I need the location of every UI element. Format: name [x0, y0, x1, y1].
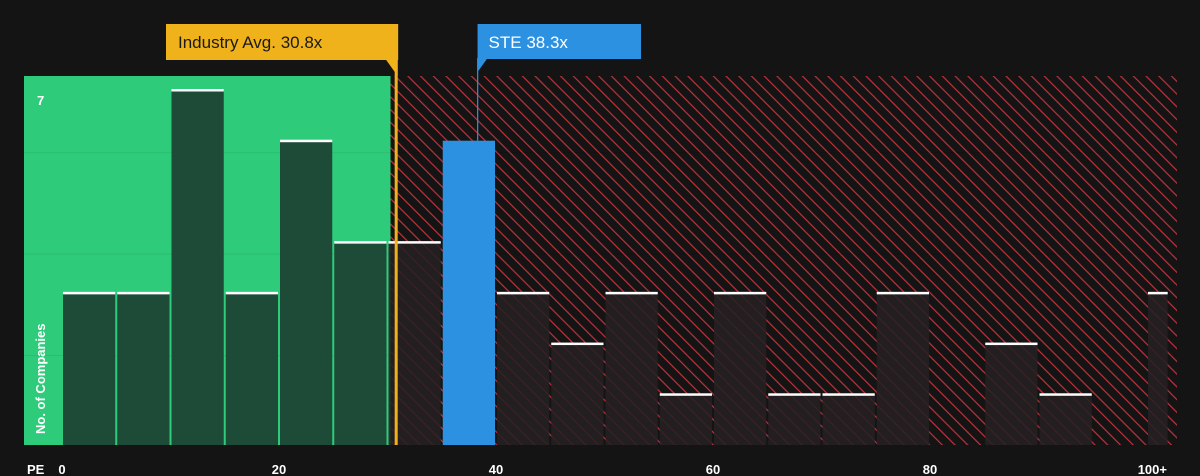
bar-cap-25-30	[334, 241, 387, 244]
bar-cap-75-80	[876, 291, 929, 295]
bar-90-95	[1039, 394, 1092, 445]
bar-65-70	[768, 394, 821, 445]
x-tick-40: 40	[489, 462, 503, 476]
bar-20-25	[280, 140, 333, 445]
x-tick-80: 80	[923, 462, 937, 476]
y-tick-7: 7	[37, 93, 44, 108]
bar-cap-55-60	[659, 393, 712, 396]
industry-avg-label: Industry Avg. 30.8x	[178, 33, 323, 52]
bar-50-55	[605, 292, 658, 445]
bar-0-5	[63, 292, 116, 445]
bar-45-50	[551, 343, 604, 445]
x-tick-60: 60	[706, 462, 720, 476]
x-axis-title: PE	[27, 462, 45, 476]
y-axis-title: No. of Companies	[33, 323, 48, 434]
company-callout-pointer	[477, 58, 488, 72]
bar-cap-30-35	[388, 241, 441, 244]
bar-cap-0-5	[63, 291, 116, 295]
bar-cap-70-75	[822, 393, 875, 396]
x-tick-100+: 100+	[1138, 462, 1168, 476]
bar-cap-100-102	[1148, 291, 1168, 295]
bar-5-10	[117, 292, 170, 445]
industry-avg-callout-box	[166, 24, 399, 60]
company-callout-box	[477, 24, 641, 59]
bar-cap-85-90	[985, 342, 1038, 346]
bar-cap-45-50	[551, 342, 604, 346]
bar-60-65	[714, 292, 767, 445]
bar-85-90	[985, 343, 1038, 445]
industry-avg-callout-pointer	[386, 60, 398, 76]
bar-cap-90-95	[1039, 393, 1092, 396]
bar-55-60	[659, 394, 712, 445]
company-line	[477, 58, 479, 141]
bar-cap-50-55	[605, 291, 658, 295]
bar-15-20	[225, 292, 278, 445]
bar-cap-15-20	[225, 291, 278, 295]
bar-cap-65-70	[768, 393, 821, 396]
bar-10-15	[171, 90, 224, 445]
x-tick-20: 20	[272, 462, 286, 476]
bar-100-102	[1148, 292, 1168, 445]
company-label: STE 38.3x	[489, 33, 569, 52]
bar-cap-10-15	[171, 89, 224, 92]
bar-70-75	[822, 394, 875, 445]
bar-25-30	[334, 242, 387, 445]
x-tick-0: 0	[58, 462, 65, 476]
bar-cap-60-65	[714, 291, 767, 295]
bar-cap-20-25	[280, 139, 333, 143]
bar-cap-40-45	[497, 291, 550, 295]
bar-35-40	[442, 140, 495, 445]
industry-avg-line	[394, 60, 398, 445]
bar-75-80	[876, 292, 929, 445]
bar-cap-5-10	[117, 291, 170, 295]
bar-40-45	[497, 292, 550, 445]
